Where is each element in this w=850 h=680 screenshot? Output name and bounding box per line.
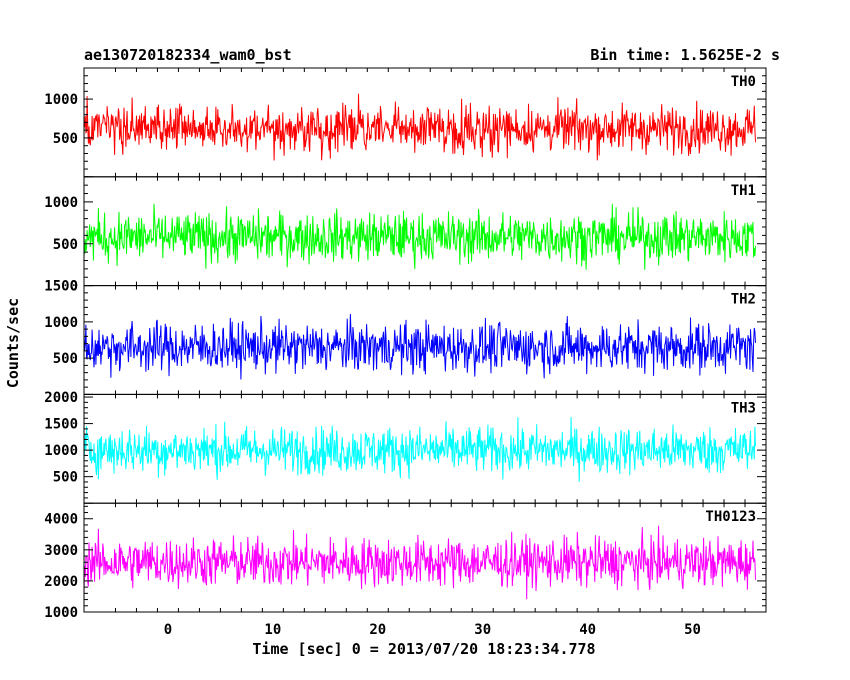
panel-th3: 500 1000 1500 2000 TH3 — [44, 390, 767, 504]
y-tick-label: 500 — [53, 131, 78, 147]
y-tick-label: 0 — [70, 279, 78, 295]
panel-th0123: 1000 2000 3000 4000 TH0123 — [44, 502, 767, 621]
x-tick-label: 50 — [684, 622, 701, 638]
y-tick-label: 1000 — [44, 315, 78, 331]
panel-th0: 500 1000 TH0 — [44, 67, 767, 178]
y-tick-label: 1000 — [44, 605, 78, 621]
panel-th1: 0 500 1000 TH1 — [44, 176, 767, 295]
x-tick-label: 30 — [474, 622, 491, 638]
panel-frame — [83, 502, 767, 613]
panel-label: TH0 — [731, 74, 756, 90]
x-tick-label: 0 — [164, 622, 172, 638]
y-tick-label: 1500 — [44, 417, 78, 433]
y-tick-label: 1000 — [44, 92, 78, 108]
y-tick-label: 1500 — [44, 279, 78, 295]
series-th0 — [84, 93, 756, 161]
x-axis: 0 10 20 30 40 50 — [164, 622, 701, 638]
x-axis-title: Time [sec] 0 = 2013/07/20 18:23:34.778 — [252, 640, 595, 658]
series-th1 — [84, 203, 756, 270]
series-th3 — [84, 416, 756, 482]
y-tick-label: 500 — [53, 470, 78, 486]
x-tick-label: 10 — [264, 622, 281, 638]
y-tick-label: 4000 — [44, 512, 78, 528]
header-title: ae130720182334_wam0_bst — [84, 46, 292, 64]
series-th0123 — [84, 525, 756, 600]
y-tick-label: 500 — [53, 237, 78, 253]
panel-label: TH1 — [731, 183, 756, 199]
y-tick-label: 3000 — [44, 543, 78, 559]
panel-label: TH2 — [731, 292, 756, 308]
panel-label: TH0123 — [705, 509, 756, 525]
y-tick-label: 2000 — [44, 574, 78, 590]
panel-label: TH3 — [731, 400, 756, 416]
y-tick-label: 1000 — [44, 443, 78, 459]
panel-th2: 500 1000 1500 TH2 — [44, 279, 767, 395]
y-tick-label: 1000 — [44, 195, 78, 211]
series-th2 — [84, 313, 756, 380]
y-tick-label: 2000 — [44, 390, 78, 406]
header-bin-time: Bin time: 1.5625E-2 s — [590, 46, 780, 64]
y-tick-label: 500 — [53, 351, 78, 367]
x-tick-label: 20 — [369, 622, 386, 638]
x-tick-label: 40 — [579, 622, 596, 638]
panels: 500 1000 TH0 0 500 1000 TH1 500 1000 1500 TH2 500 10… — [44, 67, 767, 621]
y-axis-title: Counts/sec — [4, 298, 22, 388]
